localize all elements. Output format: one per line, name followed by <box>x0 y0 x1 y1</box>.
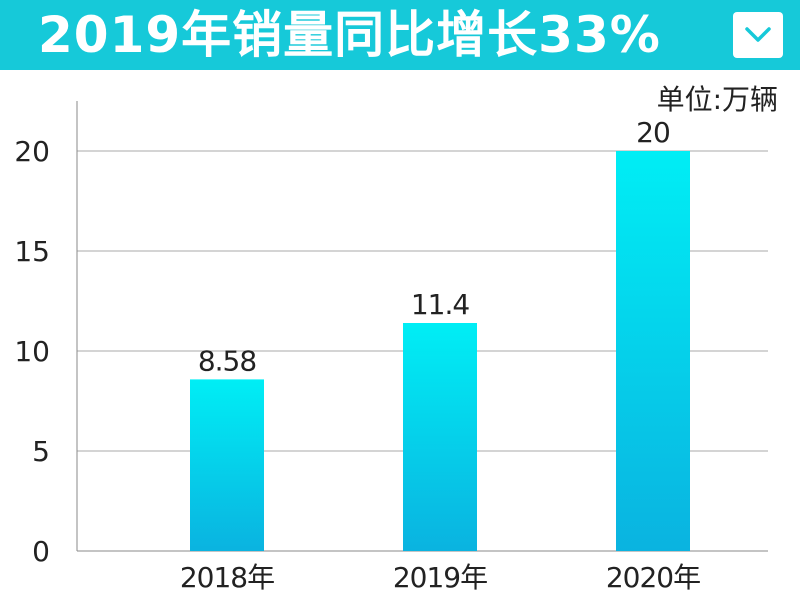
y-tick-label: 10 <box>14 335 50 368</box>
bar-value-label: 11.4 <box>411 288 470 321</box>
label-layer: 8.58 2018年 11.4 2019年 20 2020年 <box>180 116 701 594</box>
bar <box>190 379 264 551</box>
dropdown-button[interactable] <box>733 12 783 58</box>
bar-value-label: 20 <box>636 116 670 149</box>
bar-value-label: 8.58 <box>198 344 256 377</box>
chevron-down-icon <box>745 27 771 42</box>
x-tick-label: 2018年 <box>180 561 274 594</box>
bar <box>616 151 690 551</box>
title-banner: 2019年销量同比增长33% <box>0 0 800 70</box>
y-tick-label: 20 <box>14 135 50 168</box>
y-tick-label: 15 <box>14 235 50 268</box>
unit-label: 单位:万辆 <box>656 83 778 116</box>
page-title: 2019年销量同比增长33% <box>38 6 661 64</box>
bar <box>403 323 477 551</box>
x-tick-label: 2020年 <box>606 561 700 594</box>
y-tick-label: 0 <box>32 535 50 568</box>
y-tick-label: 5 <box>32 435 50 468</box>
x-tick-label: 2019年 <box>393 561 487 594</box>
bar-layer <box>190 151 690 551</box>
